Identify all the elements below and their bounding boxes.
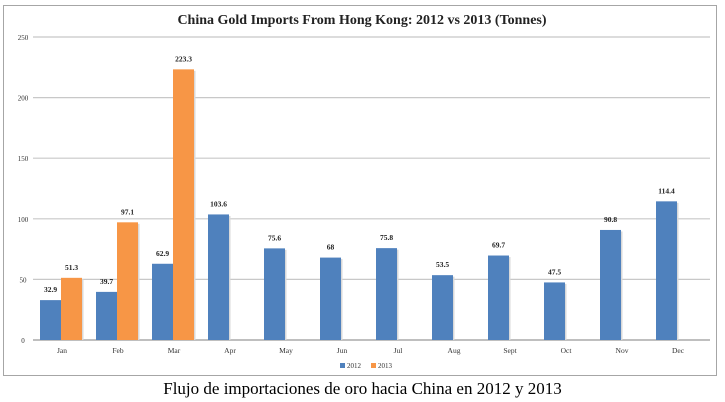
bar-2012 <box>152 263 173 340</box>
x-tick-label: Mar <box>168 346 181 355</box>
data-label: 75.6 <box>268 233 281 242</box>
y-tick-label: 100 <box>18 216 29 224</box>
y-tick-label: 200 <box>18 95 29 103</box>
data-label: 75.8 <box>380 233 393 242</box>
data-label: 51.3 <box>65 263 78 272</box>
bar-2012 <box>432 275 453 340</box>
bar-chart: China Gold Imports From Hong Kong: 2012 … <box>18 13 710 370</box>
bar-2013 <box>61 277 82 340</box>
x-tick-label: Dec <box>672 346 685 355</box>
legend-label: 2012 <box>347 362 362 370</box>
data-label: 223.3 <box>175 54 192 63</box>
x-tick-label: Sept <box>503 346 517 355</box>
x-tick-label: Aug <box>448 346 461 355</box>
bar-2012 <box>600 229 621 340</box>
data-label: 62.9 <box>156 249 169 258</box>
data-label: 68 <box>327 243 335 252</box>
legend-swatch <box>371 363 376 368</box>
bar-2012 <box>208 214 229 340</box>
data-label: 97.1 <box>121 207 134 216</box>
bar-2012 <box>264 248 285 340</box>
bar-2012 <box>40 300 61 340</box>
data-label: 39.7 <box>100 277 113 286</box>
figure-caption: Flujo de importaciones de oro hacia Chin… <box>163 379 562 398</box>
x-tick-label: Nov <box>616 346 629 355</box>
data-label: 47.5 <box>548 267 561 276</box>
x-tick-label: Jan <box>57 346 67 355</box>
x-tick-label: Jul <box>394 346 403 355</box>
bar-2012 <box>544 282 565 340</box>
bar-2012 <box>96 291 117 340</box>
y-tick-label: 150 <box>18 155 29 163</box>
bar-2012 <box>320 257 341 340</box>
bar-2012 <box>376 248 397 340</box>
data-label: 32.9 <box>44 285 57 294</box>
x-tick-label: Oct <box>561 346 573 355</box>
bar-2012 <box>656 201 677 340</box>
chart-frame <box>3 5 717 376</box>
bar-2013 <box>117 222 138 340</box>
legend-label: 2013 <box>378 362 393 370</box>
y-tick-label: 0 <box>21 337 25 345</box>
x-tick-label: Feb <box>112 346 124 355</box>
bar-2013 <box>173 69 194 340</box>
data-label: 69.7 <box>492 241 505 250</box>
data-label: 103.6 <box>210 199 227 208</box>
bar-2012 <box>488 255 509 340</box>
legend-swatch <box>340 363 345 368</box>
data-label: 90.8 <box>604 215 617 224</box>
x-tick-label: Jun <box>337 346 348 355</box>
data-label: 53.5 <box>436 260 449 269</box>
x-tick-label: May <box>279 346 293 355</box>
x-tick-label: Apr <box>224 346 236 355</box>
y-tick-label: 50 <box>20 276 28 284</box>
chart-title: China Gold Imports From Hong Kong: 2012 … <box>177 13 546 28</box>
y-tick-label: 250 <box>18 34 29 42</box>
data-label: 114.4 <box>658 186 675 195</box>
